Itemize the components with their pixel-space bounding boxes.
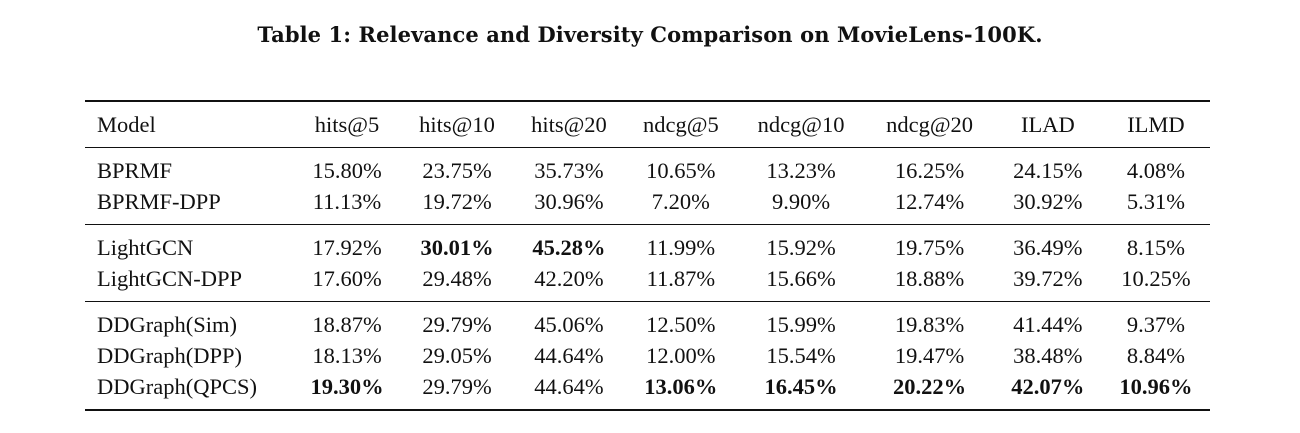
metric-cell: 5.31% (1126, 188, 1185, 214)
model-name-cell: BPRMF-DPP (97, 188, 221, 214)
table-row: DDGraph(QPCS) 19.30% 29.79% 44.64% 13.06% 16.… (85, 371, 1210, 410)
metric-cell: 29.05% (422, 342, 492, 368)
metric-cell: 18.87% (312, 311, 382, 337)
table-row: LightGCN 17.92% 30.01% 45.28% 11.99% 15.92% 19… (85, 225, 1210, 264)
model-name-cell: DDGraph(Sim) (97, 311, 237, 337)
metric-cell: 17.60% (312, 265, 382, 291)
table-row: DDGraph(Sim) 18.87% 29.79% 45.06% 12.50% 15.9… (85, 302, 1210, 341)
metric-cell: 39.72% (1013, 265, 1083, 291)
metric-cell: 18.88% (894, 265, 965, 291)
model-name-cell: BPRMF (97, 157, 173, 183)
metric-cell: 42.20% (534, 265, 604, 291)
metric-cell: 8.15% (1126, 234, 1185, 260)
header-cell-ndcg5: ndcg@5 (642, 111, 719, 137)
metric-cell: 17.92% (312, 234, 382, 260)
header-cell-hits20: hits@20 (531, 111, 607, 137)
metric-cell: 35.73% (534, 157, 604, 183)
metric-cell: 38.48% (1013, 342, 1083, 368)
table-row: DDGraph(DPP) 18.13% 29.05% 44.64% 12.00% 15.5… (85, 340, 1210, 371)
metric-cell: 11.13% (312, 188, 382, 214)
metric-cell: 45.06% (534, 311, 604, 337)
table-row: BPRMF-DPP 11.13% 19.72% 30.96% 7.20% 9.90% 12.… (85, 186, 1210, 225)
metric-cell: 15.92% (766, 234, 836, 260)
metric-cell: 29.79% (422, 311, 492, 337)
header-cell-ndcg10: ndcg@10 (757, 111, 845, 137)
table-header: Model hits@5 hits@10 hits@20 ndcg@5 ndcg… (85, 101, 1210, 148)
metric-cell: 44.64% (534, 373, 604, 399)
model-name-cell: DDGraph(QPCS) (97, 373, 257, 399)
metric-cell: 13.23% (766, 157, 836, 183)
header-cell-hits5: hits@5 (314, 111, 380, 137)
model-name-cell: LightGCN (97, 234, 194, 260)
header-cell-hits10: hits@10 (419, 111, 495, 137)
header-cell-ilad: ILAD (1020, 111, 1075, 137)
metric-cell: 12.50% (646, 311, 716, 337)
metric-cell: 16.25% (894, 157, 965, 183)
metric-cell: 15.66% (766, 265, 836, 291)
metric-cell: 4.08% (1126, 157, 1185, 183)
metric-cell: 24.15% (1013, 157, 1083, 183)
metric-cell: 7.20% (651, 188, 710, 214)
header-cell-ilmd: ILMD (1127, 111, 1185, 137)
metric-cell: 12.74% (894, 188, 965, 214)
metric-cell: 10.65% (646, 157, 716, 183)
metric-cell: 12.00% (646, 342, 716, 368)
metric-cell: 9.90% (771, 188, 831, 214)
metric-cell: 16.45% (764, 373, 838, 399)
header-cell-ndcg20: ndcg@20 (886, 111, 974, 137)
metric-cell: 29.79% (422, 373, 492, 399)
metric-cell: 15.54% (766, 342, 836, 368)
metric-cell: 30.96% (534, 188, 604, 214)
metric-cell: 30.92% (1013, 188, 1083, 214)
metric-cell: 9.37% (1126, 311, 1185, 337)
metric-cell: 20.22% (893, 373, 967, 399)
metric-cell: 19.30% (310, 373, 384, 399)
model-name-cell: DDGraph(DPP) (97, 342, 242, 368)
row-group: LightGCN 17.92% 30.01% 45.28% 11.99% 15.92% 19… (85, 225, 1210, 302)
metric-cell: 19.47% (894, 342, 965, 368)
metric-cell: 11.87% (646, 265, 716, 291)
metric-cell: 23.75% (422, 157, 492, 183)
metric-cell: 19.75% (894, 234, 965, 260)
metric-cell: 15.99% (766, 311, 836, 337)
metric-cell: 29.48% (422, 265, 492, 291)
metric-cell: 44.64% (534, 342, 604, 368)
metric-cell: 45.28% (532, 234, 606, 260)
header-row: Model hits@5 hits@10 hits@20 ndcg@5 ndcg… (85, 101, 1210, 148)
metric-cell: 10.96% (1119, 373, 1193, 399)
row-group: DDGraph(Sim) 18.87% 29.79% 45.06% 12.50% 15.9… (85, 302, 1210, 410)
row-group: BPRMF 15.80% 23.75% 35.73% 10.65% 13.23% 16.25… (85, 148, 1210, 225)
table-caption: Table 1: Relevance and Diversity Compari… (257, 22, 1043, 47)
metric-cell: 42.07% (1011, 373, 1085, 399)
metric-cell: 30.01% (420, 234, 494, 260)
metric-cell: 36.49% (1013, 234, 1083, 260)
metric-cell: 41.44% (1013, 311, 1083, 337)
metric-cell: 15.80% (312, 157, 382, 183)
metric-cell: 19.83% (894, 311, 965, 337)
metric-cell: 11.99% (646, 234, 716, 260)
model-name-cell: LightGCN-DPP (97, 265, 243, 291)
metric-cell: 8.84% (1126, 342, 1185, 368)
results-table: Model hits@5 hits@10 hits@20 ndcg@5 ndcg… (85, 100, 1210, 411)
metric-cell: 13.06% (644, 373, 718, 399)
metric-cell: 19.72% (422, 188, 492, 214)
table-row: BPRMF 15.80% 23.75% 35.73% 10.65% 13.23% 16.25… (85, 148, 1210, 187)
table-row: LightGCN-DPP 17.60% 29.48% 42.20% 11.87% 15.6… (85, 263, 1210, 302)
metric-cell: 18.13% (312, 342, 382, 368)
metric-cell: 10.25% (1121, 265, 1191, 291)
header-cell-model: Model (97, 111, 156, 137)
